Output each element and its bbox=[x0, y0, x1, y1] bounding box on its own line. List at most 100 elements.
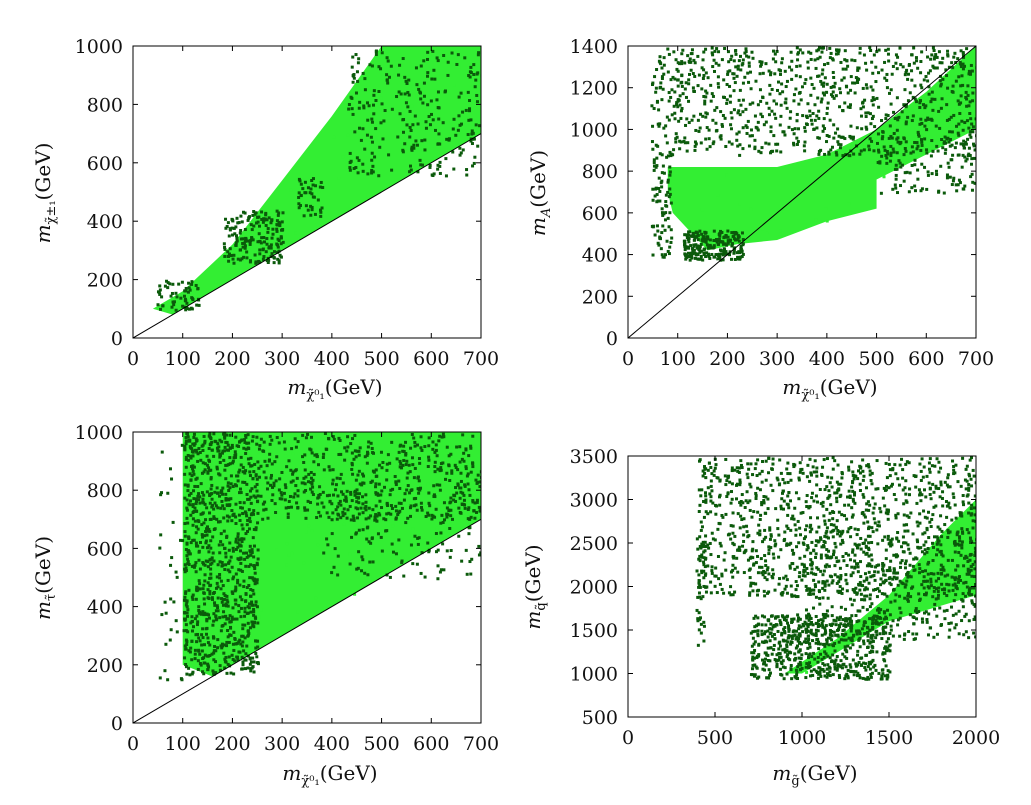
scatter-point-dark bbox=[676, 78, 680, 82]
scatter-point-dark bbox=[772, 643, 776, 647]
scatter-point-dark bbox=[438, 570, 442, 574]
scatter-point-dark bbox=[829, 85, 833, 89]
scatter-point-dark bbox=[710, 565, 714, 569]
scatter-point-dark bbox=[828, 46, 832, 50]
scatter-point-dark bbox=[257, 215, 261, 219]
scatter-point-dark bbox=[826, 636, 830, 640]
scatter-point-dark bbox=[378, 499, 382, 503]
scatter-point-dark bbox=[836, 532, 840, 536]
scatter-point-light bbox=[266, 221, 270, 225]
scatter-point-dark bbox=[306, 499, 310, 503]
scatter-point-dark bbox=[289, 505, 293, 509]
scatter-point-dark bbox=[239, 506, 243, 510]
scatter-point-dark bbox=[160, 491, 164, 495]
scatter-point-dark bbox=[390, 107, 394, 111]
scatter-point-light bbox=[283, 211, 287, 215]
scatter-point-dark bbox=[953, 471, 957, 475]
scatter-point-dark bbox=[449, 508, 453, 512]
scatter-point-dark bbox=[427, 444, 431, 448]
scatter-point-dark bbox=[889, 151, 893, 155]
scatter-point-dark bbox=[929, 580, 933, 584]
scatter-point-dark bbox=[896, 531, 900, 535]
scatter-point-dark bbox=[219, 540, 223, 544]
scatter-point-dark bbox=[754, 462, 758, 466]
scatter-point-dark bbox=[814, 555, 818, 559]
scatter-point-dark bbox=[442, 53, 446, 57]
scatter-point-dark bbox=[796, 595, 800, 599]
scatter-point-dark bbox=[209, 576, 213, 580]
scatter-point-dark bbox=[974, 481, 976, 485]
scatter-point-dark bbox=[740, 63, 744, 67]
scatter-point-dark bbox=[212, 651, 216, 655]
scatter-point-dark bbox=[739, 459, 743, 463]
scatter-point-dark bbox=[867, 541, 871, 545]
scatter-point-dark bbox=[971, 125, 975, 129]
scatter-point-dark bbox=[225, 644, 229, 648]
scatter-point-dark bbox=[224, 477, 228, 481]
scatter-point-light bbox=[279, 475, 283, 479]
scatter-point-dark bbox=[192, 432, 196, 436]
scatter-point-dark bbox=[698, 545, 702, 549]
scatter-point-dark bbox=[808, 530, 812, 534]
scatter-point-dark bbox=[731, 511, 735, 515]
scatter-point-dark bbox=[692, 114, 696, 118]
scatter-point-dark bbox=[723, 551, 727, 555]
scatter-point-dark bbox=[903, 147, 907, 151]
scatter-point-dark bbox=[202, 493, 206, 497]
scatter-point-dark bbox=[858, 482, 862, 486]
scatter-point-dark bbox=[256, 220, 260, 224]
scatter-point-dark bbox=[295, 476, 299, 480]
scatter-point-dark bbox=[708, 492, 712, 496]
scatter-point-dark bbox=[239, 549, 243, 553]
scatter-point-dark bbox=[735, 251, 739, 255]
scatter-point-dark bbox=[225, 441, 229, 445]
scatter-point-dark bbox=[272, 261, 276, 265]
scatter-point-dark bbox=[419, 501, 423, 505]
scatter-point-dark bbox=[302, 490, 306, 494]
scatter-point-dark bbox=[764, 564, 768, 568]
scatter-point-dark bbox=[741, 544, 745, 548]
scatter-point-dark bbox=[853, 553, 857, 557]
scatter-point-dark bbox=[214, 504, 218, 508]
scatter-point-dark bbox=[821, 465, 825, 469]
scatter-point-dark bbox=[804, 78, 808, 82]
scatter-point-dark bbox=[201, 448, 205, 452]
scatter-point-dark bbox=[244, 435, 248, 439]
scatter-point-dark bbox=[839, 574, 843, 578]
scatter-point-dark bbox=[194, 448, 198, 452]
scatter-point-dark bbox=[252, 210, 256, 214]
scatter-point-dark bbox=[201, 587, 205, 591]
scatter-point-dark bbox=[341, 514, 345, 518]
scatter-point-dark bbox=[687, 78, 691, 82]
scatter-point-dark bbox=[651, 253, 655, 257]
reference-line bbox=[133, 133, 481, 338]
scatter-point-dark bbox=[755, 126, 759, 130]
scatter-point-dark bbox=[190, 280, 194, 284]
scatter-point-dark bbox=[254, 526, 258, 530]
scatter-point-dark bbox=[243, 244, 247, 248]
scatter-point-dark bbox=[932, 57, 936, 61]
scatter-point-dark bbox=[745, 54, 749, 58]
scatter-point-dark bbox=[960, 546, 964, 550]
scatter-point-dark bbox=[214, 649, 218, 653]
scatter-point-dark bbox=[782, 507, 786, 511]
scatter-point-dark bbox=[861, 105, 865, 109]
scatter-point-dark bbox=[196, 620, 200, 624]
scatter-point-dark bbox=[806, 544, 810, 548]
scatter-point-dark bbox=[974, 550, 976, 554]
scatter-point-dark bbox=[328, 468, 332, 472]
scatter-point-dark bbox=[942, 140, 946, 144]
scatter-point-dark bbox=[269, 246, 273, 250]
scatter-point-dark bbox=[191, 538, 195, 542]
scatter-point-dark bbox=[970, 172, 974, 176]
scatter-point-dark bbox=[884, 48, 888, 52]
scatter-point-dark bbox=[662, 63, 666, 67]
scatter-point-dark bbox=[903, 171, 907, 175]
scatter-point-dark bbox=[207, 616, 211, 620]
scatter-point-dark bbox=[471, 499, 475, 503]
scatter-point-dark bbox=[930, 139, 934, 143]
scatter-point-dark bbox=[806, 102, 810, 106]
scatter-point-dark bbox=[709, 479, 713, 483]
scatter-point-dark bbox=[954, 568, 958, 572]
scatter-point-dark bbox=[211, 535, 215, 539]
